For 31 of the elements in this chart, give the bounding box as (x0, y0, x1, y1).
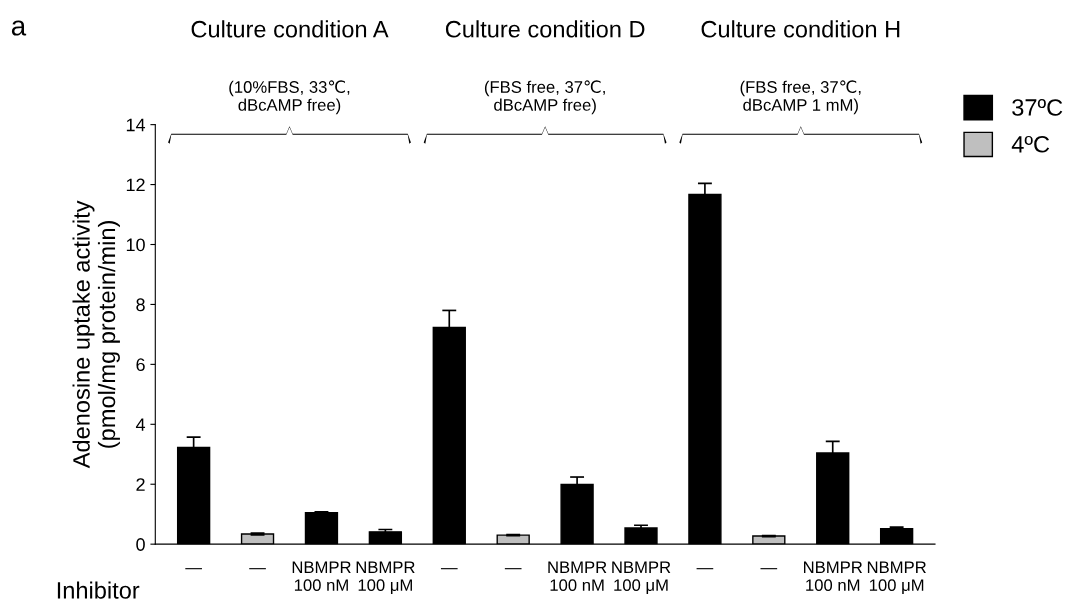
text: Inhibitor (57, 581, 140, 599)
x-tick-label: NBMPR 100 μM (356, 561, 415, 595)
text: (FBS free, 37℃, dBcAMP free) (484, 80, 605, 115)
y-tick-label: 8 (136, 298, 145, 312)
y-axis-title: Adenosine uptake activity (pmol/mg protein/min) (72, 200, 120, 469)
text: Culture condition D (445, 20, 645, 38)
y-tick-label: 14 (126, 118, 146, 132)
y-tick-label: 4 (135, 418, 146, 431)
y-tick-label: 0 (136, 538, 145, 551)
x-tick-label: NBMPR 100 nM (804, 561, 863, 592)
text: Culture condition H (701, 20, 900, 38)
text: a (11, 20, 27, 36)
x-tick-label: — (696, 568, 714, 570)
y-tick-label: 6 (136, 358, 145, 372)
x-tick-label: — (185, 568, 202, 570)
x-tick-label: — (440, 568, 458, 570)
legend-label: 37ºC (1012, 99, 1063, 116)
y-tick-label: 12 (126, 178, 145, 192)
text: (10%FBS, 33℃, dBcAMP free) (229, 80, 350, 115)
text: (FBS free, 37℃, dBcAMP 1 mM) (740, 80, 861, 115)
x-tick-label: — (249, 568, 266, 570)
x-tick-label: NBMPR 100 μM (612, 561, 671, 595)
x-tick-label: — (504, 568, 522, 570)
y-tick-label: 2 (136, 478, 145, 491)
legend-label: 4ºC (1011, 135, 1050, 153)
y-tick-label: 10 (126, 238, 145, 252)
x-tick-label: NBMPR 100 μM (867, 561, 926, 595)
x-tick-label: — (760, 568, 778, 570)
x-tick-label: NBMPR 100 nM (548, 561, 607, 592)
x-tick-label: NBMPR 100 nM (292, 561, 351, 592)
text: Culture condition A (191, 20, 389, 38)
